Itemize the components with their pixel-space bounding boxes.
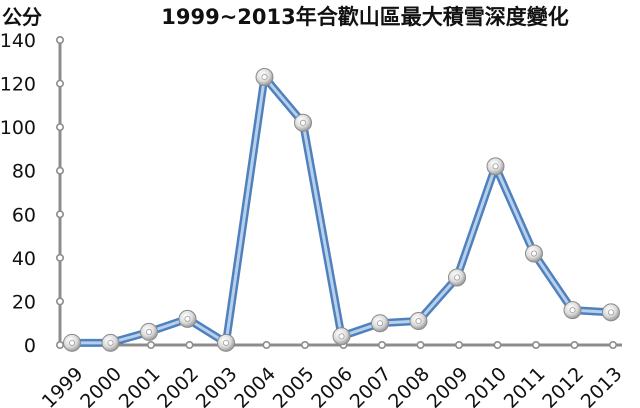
data-point-center <box>531 250 538 257</box>
y-tick-mark <box>55 35 64 44</box>
x-tick-mark <box>185 340 194 349</box>
y-tick-mark <box>55 166 64 175</box>
data-point-center <box>299 119 306 126</box>
y-tick-labels: 0 20 40 60 80 100 120 140 <box>0 30 36 357</box>
x-tick-mark <box>147 340 156 349</box>
y-tick-mark <box>55 253 64 262</box>
data-point-center <box>376 320 383 327</box>
y-tick-label: 40 <box>12 248 36 270</box>
data-point-center <box>415 318 422 325</box>
x-tick-mark <box>570 340 579 349</box>
x-tick-mark <box>300 340 309 349</box>
data-point-center <box>145 328 152 335</box>
chart-title: 1999~2013年合歡山區最大積雪深度變化 <box>161 5 569 29</box>
y-tick-label: 20 <box>12 291 36 313</box>
y-axis-unit-label: 公分 <box>2 5 42 29</box>
data-point-center <box>222 339 229 346</box>
x-tick-mark <box>262 340 271 349</box>
y-tick-label: 100 <box>0 117 36 139</box>
x-tick-mark <box>377 340 386 349</box>
data-point-center <box>69 339 76 346</box>
y-tick-mark <box>55 210 64 219</box>
y-tick-mark <box>55 79 64 88</box>
y-tick-label: 0 <box>24 335 36 357</box>
data-point-center <box>453 274 460 281</box>
series-line-highlight <box>70 75 613 345</box>
y-tick-mark <box>55 123 64 132</box>
data-point-center <box>261 74 268 81</box>
data-point-center <box>608 309 615 316</box>
x-tick-mark <box>608 340 617 349</box>
y-tick-mark <box>55 340 64 349</box>
data-point-center <box>338 333 345 340</box>
x-tick-mark <box>531 340 540 349</box>
series-line <box>68 73 615 347</box>
x-tick-mark <box>493 340 502 349</box>
y-tick-mark <box>55 297 64 306</box>
y-tick-label: 60 <box>12 204 36 226</box>
data-point-center <box>184 315 191 322</box>
data-series <box>68 73 615 347</box>
y-tick-label: 140 <box>0 30 36 52</box>
data-point-center <box>569 307 576 314</box>
x-tick-mark <box>416 340 425 349</box>
data-markers <box>63 68 620 352</box>
y-tick-label: 120 <box>0 74 36 96</box>
data-point-center <box>492 163 499 170</box>
y-tick-label: 80 <box>12 161 36 183</box>
x-tick-label: 2013 <box>577 363 627 408</box>
x-tick-mark <box>454 340 463 349</box>
axes <box>55 35 622 349</box>
data-point-center <box>107 339 114 346</box>
x-tick-labels: 1999200020012002200320042005200620072008… <box>38 363 627 408</box>
